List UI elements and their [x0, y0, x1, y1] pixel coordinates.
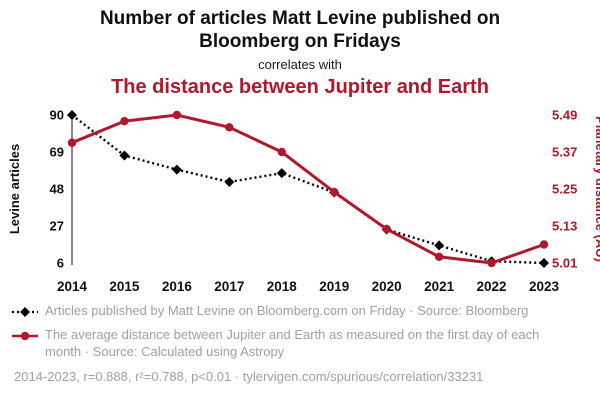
left-axis-tick-label: 90 — [50, 107, 64, 122]
diamond-marker-icon — [434, 239, 445, 250]
correlates-with-text: correlates with — [258, 56, 342, 72]
secondary-chart-title: The distance between Jupiter and Earth — [111, 75, 489, 98]
x-axis-tick-label: 2021 — [424, 279, 455, 294]
circle-marker-icon — [382, 224, 391, 233]
left-series-line — [71, 113, 545, 264]
circle-marker-icon — [539, 239, 549, 249]
circle-marker-icon — [67, 138, 77, 147]
right-axis-tick-label: 5.37 — [552, 144, 577, 159]
diamond-marker-icon — [67, 109, 77, 120]
x-axis-tick-label: 2023 — [529, 279, 560, 294]
circle-marker-icon — [225, 122, 234, 132]
black-diamond-dashed-line-icon — [12, 306, 38, 317]
x-axis-tick-label: 2018 — [267, 279, 298, 294]
legend-item-articles: Articles published by Matt Levine on Blo… — [12, 303, 588, 320]
diamond-marker-icon — [171, 164, 182, 175]
x-axis-tick-label: 2020 — [372, 279, 402, 294]
circle-marker-icon — [172, 110, 182, 119]
x-axis-tick-label: 2014 — [57, 279, 88, 294]
right-axis-tick-label: 5.13 — [552, 218, 577, 233]
diamond-marker-icon — [224, 176, 235, 187]
legend-item-distance: The average distance between Jupiter and… — [12, 327, 588, 361]
red-circle-solid-line-icon — [12, 332, 38, 341]
legend-label-articles: Articles published by Matt Levine on Blo… — [45, 302, 529, 318]
x-axis-tick-label: 2015 — [109, 279, 140, 294]
dual-axis-line-chart: 6 27 48 69 90 5.01 5.13 5.25 5.37 5.49 2014 2015 201… — [7, 107, 600, 294]
circle-marker-icon — [330, 187, 339, 196]
legend-label-distance: The average distance between Jupiter and… — [45, 327, 540, 360]
diamond-marker-icon — [119, 150, 130, 161]
left-axis-tick-label: 48 — [50, 181, 64, 196]
circle-marker-icon — [277, 147, 286, 156]
x-axis-tick-label: 2016 — [162, 279, 193, 294]
left-axis-tick-label: 6 — [57, 255, 64, 270]
left-axis-tick-label: 27 — [50, 218, 64, 233]
right-axis-title: Planetary distance (AU) — [593, 116, 600, 262]
left-axis-title: Levine articles — [7, 143, 22, 233]
x-axis-tick-label: 2022 — [477, 279, 507, 294]
diamond-marker-icon — [276, 167, 287, 178]
diamond-marker-icon — [539, 257, 549, 268]
circle-marker-icon — [120, 116, 129, 125]
left-axis-tick-label: 69 — [50, 144, 64, 159]
circle-marker-icon — [487, 258, 496, 267]
x-axis-tick-label: 2017 — [214, 279, 244, 294]
right-axis-tick-label: 5.49 — [552, 107, 577, 122]
right-series-line — [71, 113, 545, 265]
footer-stats-and-url: 2014-2023, r=0.888, r²=0.788, p<0.01 · t… — [14, 369, 484, 385]
x-axis-tick-label: 2019 — [319, 279, 349, 294]
chart-legend: Articles published by Matt Levine on Blo… — [6, 303, 594, 362]
right-axis-tick-label: 5.25 — [552, 181, 577, 196]
circle-marker-icon — [434, 252, 444, 261]
right-axis-tick-label: 5.01 — [552, 255, 577, 270]
primary-chart-title: Number of articles Matt Levine published… — [99, 8, 501, 52]
